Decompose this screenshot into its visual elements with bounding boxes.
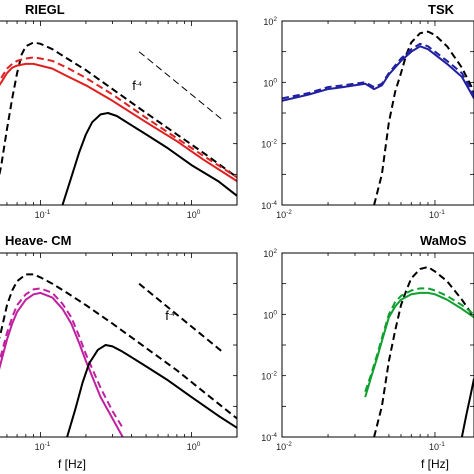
series-line-2: [282, 45, 474, 102]
x-tick-label-2-exponent: 0: [197, 209, 201, 216]
plot-frame: [0, 20, 238, 206]
plot-frame: [281, 252, 474, 438]
y-tick-label-1-base: 10: [263, 17, 273, 27]
y-tick-label-3-exponent: -2: [271, 139, 277, 146]
slope-annotation: f-4: [132, 78, 142, 93]
series-group: [282, 30, 474, 205]
y-tick-label-4: 10-4: [261, 432, 277, 443]
series-line-1: [373, 266, 474, 437]
y-tick-label-4-exponent: -4: [271, 200, 277, 207]
plot-frame: [0, 252, 238, 438]
x-tick-label-2: 100: [187, 441, 201, 452]
x-tick-label-1: 10-2: [276, 441, 292, 452]
slope-annotation-base: f: [165, 308, 169, 323]
series-line-2: [0, 291, 124, 437]
slope-annotation: f-4: [165, 308, 175, 323]
slope-annotation-base: f: [132, 78, 136, 93]
series-line-2: [0, 62, 237, 182]
x-tick-label-1-base: 10: [276, 442, 286, 452]
series-line-5: [138, 51, 223, 121]
series-line-4: [61, 112, 237, 205]
x-tick-label-1-base: 10: [35, 210, 45, 220]
series-line-5: [138, 282, 224, 353]
y-tick-label-2-exponent: 0: [273, 309, 277, 316]
panel-title: TSK: [428, 2, 455, 17]
slope-annotation-exponent: -4: [136, 81, 142, 88]
series-line-1: [0, 41, 237, 179]
y-tick-label-3: 10-2: [261, 371, 277, 382]
x-tick-label-2-base: 10: [429, 210, 439, 220]
y-tick-label-4-base: 10: [261, 433, 271, 443]
x-tick-label-2: 10-1: [429, 209, 445, 220]
y-tick-label-4: 10-4: [261, 200, 277, 211]
y-tick-label-1-exponent: 2: [273, 248, 277, 255]
y-tick-label-2: 100: [263, 77, 277, 88]
x-tick-label-2-exponent: -1: [439, 441, 445, 448]
x-tick-label-1-exponent: -1: [45, 441, 51, 448]
series-line-3: [0, 56, 237, 179]
panel-title: Heave- CM: [5, 233, 71, 248]
y-tick-label-2-base: 10: [263, 310, 273, 320]
series-group: [0, 41, 237, 205]
x-tick-label-1: 10-2: [276, 209, 292, 220]
series-line-2: [364, 291, 474, 398]
y-tick-label-3-base: 10: [261, 140, 271, 150]
x-tick-label-2-base: 10: [429, 442, 439, 452]
x-tick-label-1-base: 10: [276, 210, 286, 220]
x-tick-label-2-base: 10: [187, 210, 197, 220]
y-tick-label-2-exponent: 0: [273, 77, 277, 84]
x-tick-label-1-exponent: -2: [286, 441, 292, 448]
x-axis-label: f [Hz]: [421, 457, 449, 471]
x-tick-label-2-base: 10: [187, 442, 197, 452]
x-tick-label-2-exponent: 0: [197, 441, 201, 448]
series-line-3: [0, 287, 124, 429]
series-line-4: [66, 344, 237, 437]
y-tick-label-1-exponent: 2: [273, 16, 277, 23]
slope-annotation-exponent: -4: [169, 311, 175, 318]
series-line-1: [0, 273, 237, 420]
series-line-4: [460, 378, 474, 437]
x-tick-label-1: 10-1: [35, 209, 51, 220]
x-tick-label-2: 100: [187, 209, 201, 220]
y-tick-label-4-base: 10: [261, 201, 271, 211]
x-tick-label-2-exponent: -1: [439, 209, 445, 216]
y-tick-label-2: 100: [263, 309, 277, 320]
y-tick-label-3: 10-2: [261, 139, 277, 150]
y-tick-label-1: 102: [263, 16, 277, 27]
series-line-3: [282, 42, 474, 100]
y-tick-label-2-base: 10: [263, 78, 273, 88]
y-tick-label-1-base: 10: [263, 249, 273, 259]
x-tick-label-2: 10-1: [429, 441, 445, 452]
series-group: [0, 273, 237, 437]
panel-title: RIEGL: [25, 2, 65, 17]
y-tick-label-3-exponent: -2: [271, 371, 277, 378]
panel-title: WaMoS: [420, 233, 467, 248]
series-line-1: [373, 30, 474, 205]
plot-frame: [281, 20, 474, 206]
y-tick-label-1: 102: [263, 248, 277, 259]
x-tick-label-1: 10-1: [35, 441, 51, 452]
x-tick-label-1-exponent: -2: [286, 209, 292, 216]
series-group: [364, 266, 474, 437]
y-tick-label-3-base: 10: [261, 372, 271, 382]
y-tick-label-4-exponent: -4: [271, 432, 277, 439]
x-tick-label-1-base: 10: [35, 442, 45, 452]
x-axis-label: f [Hz]: [58, 457, 86, 471]
x-tick-label-1-exponent: -1: [45, 209, 51, 216]
